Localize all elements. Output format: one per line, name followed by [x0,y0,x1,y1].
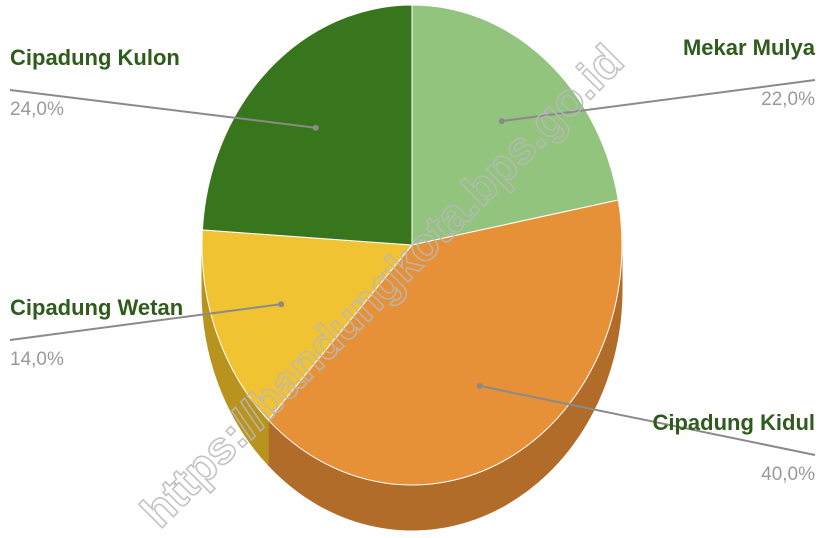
leader-dot-cipadung-wetan [278,301,285,308]
leader-line-cipadung-kidul [479,384,816,456]
slice-percent-cipadung-kulon: 24,0% [10,99,64,120]
slice-labels: Mekar Mulya 22,0% Cipadung Kidul 40,0% Cipad… [10,35,816,485]
pie-top [201,4,623,486]
leader-dot-cipadung-kidul [476,382,483,389]
leader-dot-mekar-mulya [498,118,505,125]
slice-percent-cipadung-wetan: 14,0% [10,349,64,370]
slice-label-mekar-mulya: Mekar Mulya [683,35,816,60]
slice-mekar-mulya [411,4,619,246]
leader-lines [9,79,816,456]
slice-label-cipadung-wetan: Cipadung Wetan [10,295,183,320]
slice-cipadung-wetan [201,229,413,421]
slice-label-cipadung-kulon: Cipadung Kulon [10,45,180,70]
slice-cipadung-kidul [267,199,623,486]
slice-percent-cipadung-kidul: 40,0% [761,464,815,485]
slice-label-cipadung-kidul: Cipadung Kidul [652,410,815,435]
leader-line-cipadung-kulon [9,89,316,129]
slice-cipadung-kulon [201,4,413,246]
leader-line-cipadung-wetan [9,303,282,341]
slice-percent-mekar-mulya: 22,0% [761,89,815,110]
leader-line-mekar-mulya [501,79,816,123]
leader-dot-cipadung-kulon [312,124,319,131]
